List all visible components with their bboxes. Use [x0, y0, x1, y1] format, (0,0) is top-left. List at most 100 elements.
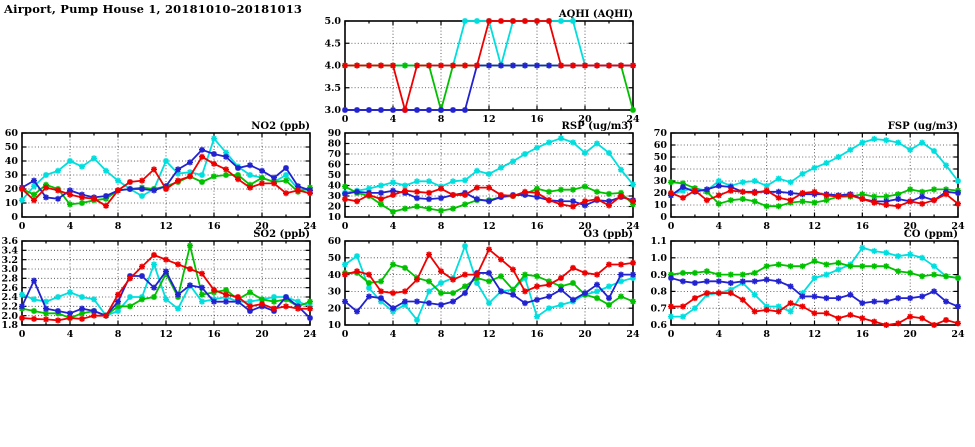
svg-text:10: 10 — [5, 198, 19, 209]
svg-text:12: 12 — [808, 329, 821, 340]
svg-text:3.4: 3.4 — [1, 246, 18, 257]
svg-text:12: 12 — [482, 221, 495, 232]
series-red — [19, 153, 313, 209]
svg-text:10: 10 — [328, 212, 342, 223]
svg-text:60: 60 — [654, 140, 668, 151]
no2-title: NO2 (ppb) — [251, 121, 310, 132]
chart-o3: 10 20 30 40 50 60 0 4 8 12 16 20 24 O3 (ppb) — [321, 227, 640, 343]
fsp-title: FSP (ug/m3) — [888, 121, 958, 132]
svg-text:24: 24 — [951, 221, 965, 232]
svg-text:0.9: 0.9 — [650, 270, 667, 281]
series-red-markers — [668, 290, 961, 328]
svg-text:8: 8 — [438, 221, 445, 232]
svg-text:3.0: 3.0 — [1, 264, 18, 275]
co-canvas: 0.6 0.7 0.8 0.9 1.0 1.1 0 4 8 12 16 20 24 CO (ppm) — [650, 229, 965, 340]
series-red — [342, 18, 636, 113]
svg-text:3.6: 3.6 — [1, 236, 18, 247]
svg-text:0: 0 — [342, 329, 349, 340]
svg-text:50: 50 — [328, 170, 342, 181]
svg-text:10: 10 — [654, 200, 668, 211]
series-red — [668, 290, 961, 328]
svg-text:4.0: 4.0 — [324, 61, 341, 72]
y-tick-labels: 0 10 20 30 40 50 60 — [5, 128, 19, 223]
series-red — [668, 187, 961, 210]
chart-rsp: 10 20 30 40 50 60 70 80 90 0 4 8 12 16 20 24 RSP (ug/m3) — [321, 119, 640, 235]
svg-text:20: 20 — [578, 114, 592, 125]
svg-text:8: 8 — [763, 329, 770, 340]
svg-text:60: 60 — [5, 128, 19, 139]
svg-text:4.5: 4.5 — [324, 38, 341, 49]
plot-frame — [344, 240, 634, 326]
series-red — [19, 252, 313, 324]
aqhi-title: AQHI (AQHI) — [558, 9, 633, 20]
svg-text:24: 24 — [626, 329, 640, 340]
svg-text:30: 30 — [5, 170, 19, 181]
x-tick-labels: 0 4 8 12 16 20 24 — [342, 329, 640, 340]
svg-text:16: 16 — [530, 114, 544, 125]
svg-text:8: 8 — [115, 329, 122, 340]
svg-text:12: 12 — [482, 329, 495, 340]
plot-frame — [670, 132, 959, 218]
svg-text:8: 8 — [438, 329, 445, 340]
svg-text:70: 70 — [328, 149, 342, 160]
x-tick-labels: 0 4 8 12 16 20 24 — [19, 329, 317, 340]
svg-text:24: 24 — [951, 329, 965, 340]
svg-text:20: 20 — [904, 329, 918, 340]
svg-text:12: 12 — [159, 329, 172, 340]
x-tick-labels: 0 4 8 12 16 20 24 — [668, 221, 965, 232]
y-tick-labels: 1.82.02.22.42.62.83.03.23.43.6 — [1, 236, 18, 331]
plot-frame — [670, 240, 959, 326]
svg-text:0: 0 — [342, 221, 349, 232]
svg-text:2.4: 2.4 — [1, 292, 18, 303]
chart-fsp: 0 10 20 30 40 50 60 70 0 4 8 12 16 20 24 FSP (ug/m3) — [647, 119, 965, 235]
no2-canvas: 0 10 20 30 40 50 60 0 4 8 12 16 20 24 NO2 (ppb) — [5, 121, 317, 232]
x-tick-labels: 0 4 8 12 16 20 24 — [668, 329, 965, 340]
svg-text:30: 30 — [654, 176, 668, 187]
chart-so2: 1.8 2.0 2.2 2.4 2.6 2.8 3.0 3.2 3.4 3.6 0 4 8 12 16 20 2… — [0, 227, 317, 343]
svg-text:20: 20 — [255, 221, 269, 232]
svg-text:60: 60 — [328, 160, 342, 171]
chart-aqhi: 3.0 3.5 4.0 4.5 5.0 0 4 8 12 16 20 24 AQHI (AQHI) — [321, 7, 640, 128]
svg-text:2.6: 2.6 — [1, 283, 18, 294]
y-tick-labels: 10 20 30 40 50 60 — [328, 236, 342, 331]
svg-text:16: 16 — [856, 221, 870, 232]
svg-text:20: 20 — [328, 202, 342, 213]
series-red — [342, 246, 636, 297]
svg-text:3.2: 3.2 — [1, 255, 18, 266]
svg-text:0: 0 — [668, 329, 675, 340]
y-tick-labels: 3.0 3.5 4.0 4.5 5.0 — [324, 16, 341, 116]
svg-text:3.0: 3.0 — [324, 105, 341, 116]
plot-frame — [21, 132, 311, 218]
chart-co: 0.6 0.7 0.8 0.9 1.0 1.1 0 4 8 12 16 20 24 CO (ppm) — [647, 227, 965, 343]
svg-text:24: 24 — [626, 221, 640, 232]
svg-text:5.0: 5.0 — [324, 16, 341, 27]
series-red — [342, 184, 636, 210]
svg-text:20: 20 — [328, 303, 342, 314]
svg-text:2.2: 2.2 — [1, 302, 18, 313]
svg-text:10: 10 — [328, 320, 342, 331]
svg-text:50: 50 — [328, 253, 342, 264]
series-blue — [19, 146, 313, 202]
series-cyan-markers — [668, 244, 961, 320]
series-red-markers — [342, 246, 636, 297]
so2-title: SO2 (ppb) — [253, 229, 310, 240]
svg-text:30: 30 — [328, 287, 342, 298]
co-title: CO (ppm) — [904, 229, 958, 240]
svg-text:40: 40 — [654, 164, 668, 175]
svg-text:20: 20 — [5, 184, 19, 195]
svg-text:3.5: 3.5 — [324, 83, 341, 94]
o3-title: O3 (ppb) — [583, 229, 633, 240]
svg-text:4: 4 — [390, 329, 397, 340]
svg-text:16: 16 — [530, 221, 544, 232]
svg-text:50: 50 — [5, 142, 19, 153]
svg-text:1.1: 1.1 — [650, 236, 667, 247]
svg-text:50: 50 — [654, 152, 668, 163]
svg-text:12: 12 — [808, 221, 821, 232]
series-blue-markers — [668, 274, 961, 310]
svg-text:24: 24 — [303, 221, 317, 232]
svg-text:12: 12 — [159, 221, 172, 232]
svg-text:60: 60 — [328, 236, 342, 247]
so2-canvas: 1.82.02.22.42.62.83.03.23.43.60 4 8 12 16 20 2… — [1, 229, 317, 340]
series-green-markers — [668, 258, 961, 281]
